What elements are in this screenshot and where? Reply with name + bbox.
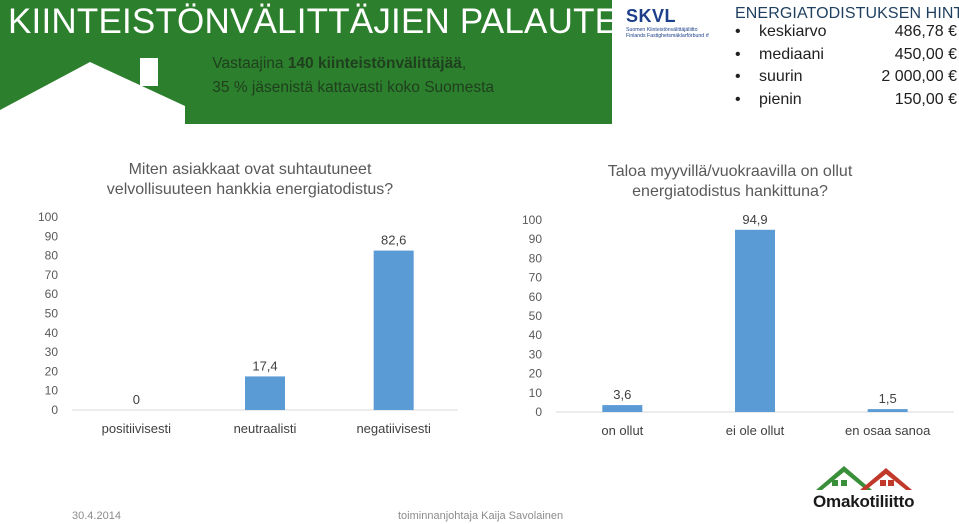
skvl-logo-line1: Suomen Kiinteistönvälittäjäliitto bbox=[626, 27, 698, 33]
subtitle-prefix: Vastaajina bbox=[212, 55, 288, 72]
y-tick-label: 50 bbox=[529, 309, 543, 323]
category-label: on ollut bbox=[601, 423, 643, 438]
page-title: KIINTEISTÖNVÄLITTÄJIEN PALAUTE bbox=[8, 2, 612, 41]
y-tick-label: 40 bbox=[45, 326, 59, 340]
chart-title: Miten asiakkaat ovat suhtautuneet velvol… bbox=[90, 160, 410, 200]
y-tick-label: 10 bbox=[45, 384, 59, 398]
category-label: negatiivisesti bbox=[356, 421, 431, 436]
skvl-logo-name: SKVL bbox=[626, 6, 677, 26]
stats-row: • pienin 150,00 € bbox=[735, 91, 957, 114]
bullet-icon: • bbox=[735, 45, 741, 63]
skvl-logo-line2: Finlands Fastighetsmäklarförbund rf bbox=[626, 33, 709, 39]
stats-label: suurin bbox=[759, 68, 803, 85]
stats-value: 150,00 € bbox=[894, 90, 957, 108]
price-stats: ENERGIATODISTUKSEN HINTA • keskiarvo 486,7… bbox=[735, 5, 959, 114]
y-tick-label: 100 bbox=[38, 210, 58, 224]
chart-certificate-plot: 0 10 20 30 40 50 60 70 80 90 100 3,6 on ollut 94,9 ei … bbox=[522, 212, 954, 438]
y-tick-label: 90 bbox=[529, 232, 543, 246]
y-tick-label: 100 bbox=[522, 213, 542, 227]
y-tick-label: 60 bbox=[529, 290, 543, 304]
chart-title-line: velvollisuuteen hankkia energiatodistus? bbox=[106, 181, 394, 198]
data-label: 82,6 bbox=[381, 233, 406, 248]
subtitle-line2: 35 % jäsenistä kattavasti koko Suomesta bbox=[212, 79, 494, 96]
chart-title-line: Miten asiakkaat ovat suhtautuneet bbox=[128, 161, 372, 178]
footer-date: 30.4.2014 bbox=[72, 510, 121, 522]
y-tick-label: 80 bbox=[45, 249, 59, 263]
y-tick-label: 20 bbox=[45, 364, 59, 378]
chart-attitude: Miten asiakkaat ovat suhtautuneet velvol… bbox=[0, 150, 470, 450]
chart-title-line: energiatodistus hankittuna? bbox=[632, 183, 828, 200]
category-label: ei ole ollut bbox=[726, 423, 785, 438]
header-band: KIINTEISTÖNVÄLITTÄJIEN PALAUTE Vastaajin… bbox=[0, 0, 612, 124]
bar bbox=[245, 376, 285, 410]
stats-row: • suurin 2 000,00 € bbox=[735, 68, 957, 91]
y-tick-label: 20 bbox=[529, 367, 543, 381]
data-label: 1,5 bbox=[879, 391, 897, 406]
data-label: 17,4 bbox=[252, 358, 277, 373]
chart-title: Taloa myyvillä/vuokraavilla on ollut ene… bbox=[565, 162, 895, 202]
category-label: neutraalisti bbox=[234, 421, 297, 436]
header-subtitle: Vastaajina 140 kiinteistönvälittäjää, 35… bbox=[212, 52, 494, 100]
y-tick-label: 40 bbox=[529, 328, 543, 342]
y-tick-label: 70 bbox=[529, 271, 543, 285]
omakotiliitto-logo-text: Omakotiliitto bbox=[813, 492, 915, 511]
stats-value: 450,00 € bbox=[894, 45, 957, 63]
houses-icon bbox=[816, 466, 912, 490]
bullet-icon: • bbox=[735, 68, 741, 85]
y-tick-label: 30 bbox=[45, 345, 59, 359]
chart-certificate: Taloa myyvillä/vuokraavilla on ollut ene… bbox=[480, 150, 959, 450]
omakotiliitto-logo: Omakotiliitto bbox=[810, 462, 930, 522]
subtitle-bold: 140 kiinteistönvälittäjää bbox=[287, 55, 462, 72]
y-tick-label: 80 bbox=[529, 251, 543, 265]
bullet-icon: • bbox=[735, 90, 741, 108]
y-tick-label: 70 bbox=[45, 268, 59, 282]
bar bbox=[867, 409, 908, 412]
bullet-icon: • bbox=[735, 23, 741, 40]
y-tick-label: 10 bbox=[529, 386, 543, 400]
bar bbox=[373, 250, 414, 410]
stats-label: keskiarvo bbox=[759, 23, 827, 40]
y-tick-label: 0 bbox=[535, 405, 542, 419]
y-tick-label: 0 bbox=[51, 403, 58, 417]
category-label: positiivisesti bbox=[102, 421, 171, 436]
y-tick-label: 30 bbox=[529, 347, 543, 361]
data-label: 3,6 bbox=[613, 387, 631, 402]
stats-row: • mediaani 450,00 € bbox=[735, 46, 957, 69]
stats-value: 486,78 € bbox=[894, 23, 957, 40]
y-tick-label: 60 bbox=[45, 287, 59, 301]
stats-row: • keskiarvo 486,78 € bbox=[735, 23, 957, 46]
bar bbox=[735, 229, 775, 412]
chart-attitude-plot: 0 10 20 30 40 50 60 70 80 90 100 0 positiivisesti 17,… bbox=[38, 210, 458, 436]
stats-value: 2 000,00 € bbox=[881, 68, 957, 85]
stats-label: mediaani bbox=[759, 45, 824, 63]
y-tick-label: 90 bbox=[45, 229, 59, 243]
footer-author: toiminnanjohtaja Kaija Savolainen bbox=[398, 510, 564, 522]
data-label: 94,9 bbox=[742, 212, 767, 227]
y-tick-label: 50 bbox=[45, 307, 59, 321]
house-silhouette-icon bbox=[0, 58, 185, 124]
chart-title-line: Taloa myyvillä/vuokraavilla on ollut bbox=[607, 163, 853, 180]
stats-label: pienin bbox=[759, 90, 802, 108]
bar bbox=[602, 405, 643, 412]
category-label: en osaa sanoa bbox=[845, 423, 931, 438]
data-label: 0 bbox=[133, 392, 140, 407]
subtitle-suffix: , bbox=[461, 55, 467, 72]
price-stats-title: ENERGIATODISTUKSEN HINTA bbox=[735, 5, 959, 22]
skvl-logo: SKVL Suomen Kiinteistönvälittäjäliitto F… bbox=[626, 6, 728, 40]
